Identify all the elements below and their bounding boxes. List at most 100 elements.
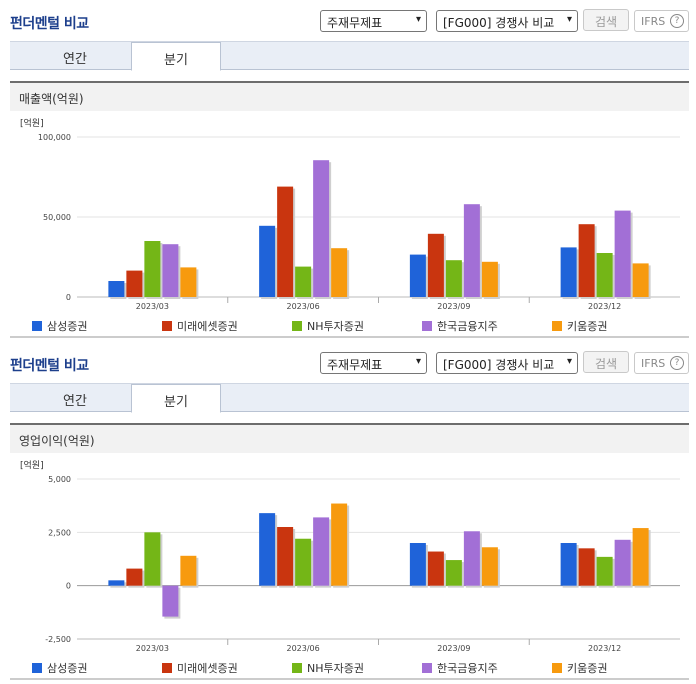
tab-quarter[interactable]: 분기	[131, 384, 221, 413]
bar[interactable]	[409, 254, 426, 297]
bar[interactable]	[180, 555, 197, 586]
legend-swatch	[162, 663, 172, 673]
ifrs-label: IFRS	[641, 357, 666, 370]
legend-label: NH투자증권	[307, 662, 364, 675]
bar[interactable]	[277, 527, 294, 586]
x-tick-label: 2023/09	[437, 302, 470, 311]
tab-quarter[interactable]: 분기	[131, 42, 221, 71]
bar[interactable]	[578, 224, 595, 297]
legend-label: 키움증권	[567, 320, 607, 333]
bar[interactable]	[144, 241, 161, 297]
chevron-down-icon: ▾	[415, 14, 421, 25]
ifrs-button[interactable]: IFRS ?	[634, 10, 689, 32]
bar[interactable]	[445, 260, 462, 297]
bar[interactable]	[259, 513, 276, 586]
bar[interactable]	[427, 551, 444, 586]
y-tick-label: -2,500	[45, 635, 71, 644]
tab-annual[interactable]: 연간	[63, 394, 87, 409]
operating-profit-chart: [억원] 5,000 2,500 0 -2,500 2023/03 2023/06 2023/…	[20, 459, 680, 675]
legend-swatch	[292, 321, 302, 331]
x-tick-label: 2023/12	[588, 644, 621, 653]
unit-label: [억원]	[20, 459, 44, 471]
statement-select[interactable]: 주재무제표 ▾	[320, 352, 427, 374]
bar[interactable]	[108, 281, 125, 297]
bar[interactable]	[331, 248, 348, 297]
bar[interactable]	[463, 531, 480, 586]
unit-label: [억원]	[20, 117, 44, 129]
peer-select[interactable]: [FG000] 경쟁사 비교 ▾	[436, 10, 578, 32]
y-tick-label: 2,500	[48, 528, 71, 537]
bar[interactable]	[481, 547, 498, 586]
bar[interactable]	[144, 532, 161, 586]
bar[interactable]	[409, 543, 426, 586]
search-button[interactable]: 검색	[583, 351, 629, 373]
legend-label: NH투자증권	[307, 320, 364, 333]
legend-swatch	[552, 321, 562, 331]
bar[interactable]	[427, 233, 444, 297]
legend-label: 미래에셋증권	[177, 320, 238, 333]
bar[interactable]	[632, 263, 649, 297]
divider	[10, 678, 689, 680]
bar[interactable]	[596, 556, 613, 586]
chevron-down-icon: ▾	[566, 356, 572, 367]
legend-label: 한국금융지주	[437, 662, 498, 675]
panel-header: 펀더멘털 비교 주재무제표 ▾ [FG000] 경쟁사 비교 ▾ 검색 IFRS…	[0, 0, 696, 36]
bar[interactable]	[331, 503, 348, 586]
bar[interactable]	[463, 204, 480, 297]
bar[interactable]	[445, 560, 462, 586]
peer-select-value: [FG000] 경쟁사 비교	[443, 16, 555, 30]
bar[interactable]	[614, 539, 631, 586]
legend-label: 미래에셋증권	[177, 662, 238, 675]
legend-label: 키움증권	[567, 662, 607, 675]
y-tick-label: 5,000	[48, 475, 71, 484]
statement-select-value: 주재무제표	[327, 358, 383, 372]
bar[interactable]	[259, 225, 276, 297]
bar[interactable]	[180, 267, 197, 297]
bar[interactable]	[632, 528, 649, 586]
revenue-chart: [억원] 100,000 50,000 0 2023/03 2023/06 2023/09 2…	[20, 117, 680, 333]
bar[interactable]	[295, 538, 312, 586]
bar[interactable]	[126, 568, 143, 586]
panel-title: 펀더멘털 비교	[10, 358, 89, 374]
y-tick-label: 0	[66, 582, 71, 591]
bar[interactable]	[596, 253, 613, 297]
panel-title: 펀더멘털 비교	[10, 16, 89, 32]
divider	[10, 336, 689, 338]
bar[interactable]	[614, 210, 631, 297]
bar[interactable]	[313, 160, 330, 297]
bar[interactable]	[126, 270, 143, 297]
ifrs-button[interactable]: IFRS ?	[634, 352, 689, 374]
legend-label: 한국금융지주	[437, 320, 498, 333]
legend-swatch	[32, 321, 42, 331]
statement-select-value: 주재무제표	[327, 16, 383, 30]
legend-swatch	[422, 321, 432, 331]
legend-label: 삼성증권	[47, 320, 87, 333]
period-tabs: 연간 분기	[10, 383, 689, 413]
bar[interactable]	[560, 543, 577, 586]
legend-swatch	[32, 663, 42, 673]
bar[interactable]	[108, 580, 125, 586]
x-tick-label: 2023/06	[287, 302, 320, 311]
bar[interactable]	[313, 517, 330, 586]
x-tick-label: 2023/12	[588, 302, 621, 311]
search-button[interactable]: 검색	[583, 9, 629, 31]
legend-swatch	[422, 663, 432, 673]
bar[interactable]	[481, 261, 498, 297]
help-icon[interactable]: ?	[670, 14, 684, 28]
ifrs-label: IFRS	[641, 15, 666, 28]
bar[interactable]	[578, 548, 595, 586]
legend-label: 삼성증권	[47, 662, 87, 675]
bar[interactable]	[560, 247, 577, 297]
bar[interactable]	[277, 186, 294, 297]
peer-select[interactable]: [FG000] 경쟁사 비교 ▾	[436, 352, 578, 374]
x-tick-label: 2023/03	[136, 644, 169, 653]
fundamental-panel-1: 펀더멘털 비교 주재무제표 ▾ [FG000] 경쟁사 비교 ▾ 검색 IFRS…	[0, 0, 696, 338]
help-icon[interactable]: ?	[670, 356, 684, 370]
tab-annual[interactable]: 연간	[63, 52, 87, 67]
statement-select[interactable]: 주재무제표 ▾	[320, 10, 427, 32]
peer-select-value: [FG000] 경쟁사 비교	[443, 358, 555, 372]
bar[interactable]	[162, 585, 179, 617]
bar[interactable]	[162, 244, 179, 297]
chevron-down-icon: ▾	[566, 14, 572, 25]
bar[interactable]	[295, 266, 312, 297]
